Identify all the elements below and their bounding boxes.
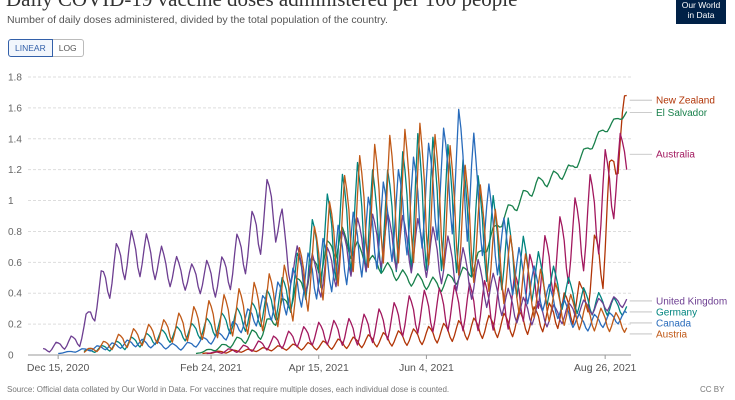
series-lines bbox=[42, 94, 628, 355]
end-label-germany[interactable]: Germany bbox=[656, 307, 697, 318]
y-tick-label: 0.8 bbox=[8, 227, 22, 238]
license-link[interactable]: CC BY bbox=[700, 385, 725, 394]
x-tick-label: Aug 26, 2021 bbox=[574, 362, 637, 374]
log-scale-button[interactable]: LOG bbox=[52, 39, 84, 57]
y-tick-label: 1 bbox=[8, 196, 14, 207]
chart-title: Daily COVID-19 vaccine doses administere… bbox=[6, 0, 517, 12]
y-tick-label: 0 bbox=[8, 351, 14, 362]
line-chart: 0 0.2 0.4 0.6 0.8 1 1.2 1.4 1.6 1.8 Dec 15, 2020 F… bbox=[8, 73, 727, 375]
x-axis: Dec 15, 2020 Feb 24, 2021 Apr 15, 2021 Jun … bbox=[27, 355, 637, 374]
end-label-united-kingdom[interactable]: United Kingdom bbox=[656, 296, 727, 307]
logo-line-1: Our World bbox=[681, 0, 721, 10]
chart-subtitle: Number of daily doses administered, divi… bbox=[7, 14, 388, 26]
series-line-austria[interactable] bbox=[83, 122, 628, 353]
y-tick-label: 0.2 bbox=[8, 320, 22, 331]
y-tick-label: 1.4 bbox=[8, 134, 22, 145]
owid-logo[interactable]: Our World in Data bbox=[676, 0, 726, 24]
series-line-canada[interactable] bbox=[58, 108, 628, 355]
x-tick-label: Jun 4, 2021 bbox=[399, 362, 454, 374]
y-tick-label: 0.4 bbox=[8, 289, 22, 300]
end-label-new-zealand[interactable]: New Zealand bbox=[656, 96, 715, 107]
y-tick-label: 1.8 bbox=[8, 73, 22, 84]
linear-scale-button[interactable]: LINEAR bbox=[8, 39, 53, 57]
logo-line-2: in Data bbox=[687, 9, 715, 20]
x-tick-label: Dec 15, 2020 bbox=[27, 362, 90, 374]
series-line-australia[interactable] bbox=[206, 132, 628, 355]
x-tick-label: Feb 24, 2021 bbox=[180, 362, 242, 374]
gridlines bbox=[28, 76, 631, 356]
series-line-united-kingdom[interactable] bbox=[42, 178, 628, 353]
end-label-australia[interactable]: Australia bbox=[656, 150, 695, 161]
end-label-el-salvador[interactable]: El Salvador bbox=[656, 108, 708, 119]
series-line-new-zealand[interactable] bbox=[202, 94, 627, 355]
end-label-austria[interactable]: Austria bbox=[656, 329, 688, 340]
y-tick-label: 1.2 bbox=[8, 165, 22, 176]
x-tick-label: Apr 15, 2021 bbox=[289, 362, 349, 374]
y-tick-label: 1.6 bbox=[8, 103, 22, 114]
y-axis: 0 0.2 0.4 0.6 0.8 1 1.2 1.4 1.6 1.8 bbox=[8, 73, 22, 362]
series-line-el-salvador[interactable] bbox=[195, 111, 628, 355]
source-note: Source: Official data collated by Our Wo… bbox=[7, 385, 450, 394]
y-tick-label: 0.6 bbox=[8, 258, 22, 269]
scale-toggle: LINEAR LOG bbox=[8, 39, 84, 57]
end-label-canada[interactable]: Canada bbox=[656, 318, 691, 329]
